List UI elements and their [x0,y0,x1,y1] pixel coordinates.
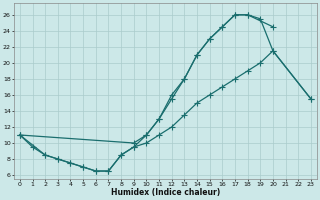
X-axis label: Humidex (Indice chaleur): Humidex (Indice chaleur) [111,188,220,197]
